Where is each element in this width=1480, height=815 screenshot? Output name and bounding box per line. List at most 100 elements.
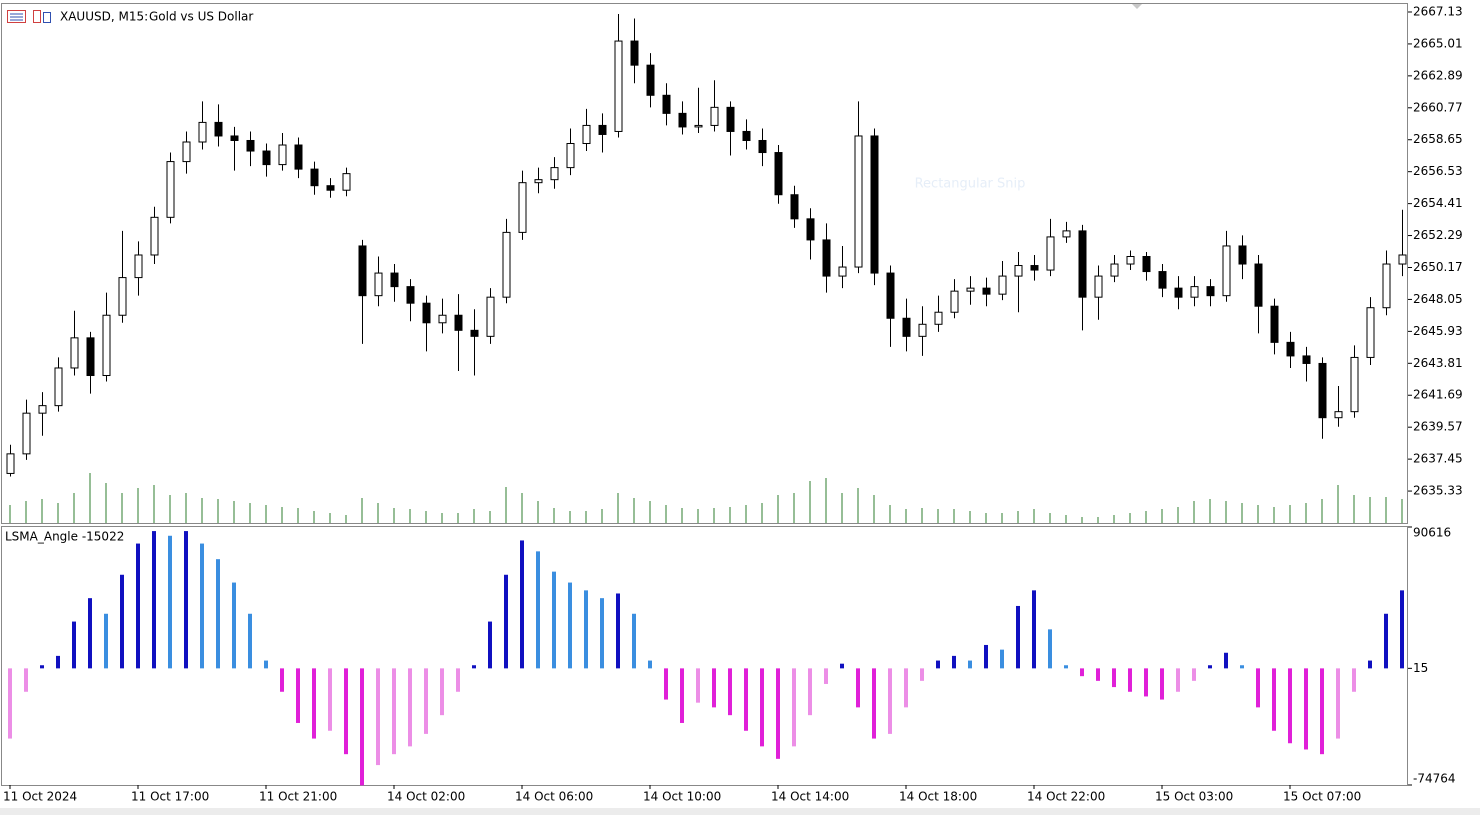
- candle-body: [934, 311, 943, 325]
- histogram-bar: [1032, 590, 1036, 669]
- histogram-bar: [936, 660, 940, 669]
- candle-body: [118, 277, 127, 316]
- x-tick-label: 11 Oct 17:00: [131, 790, 209, 804]
- candle-body: [950, 290, 959, 313]
- histogram-bar: [840, 663, 844, 669]
- candle-body: [1366, 307, 1375, 358]
- histogram-bar: [1336, 668, 1340, 739]
- candle-body: [710, 106, 719, 126]
- histogram-bar: [776, 668, 780, 759]
- x-tick-label: 14 Oct 18:00: [899, 790, 977, 804]
- histogram-bar: [488, 621, 492, 669]
- candle-body: [1222, 245, 1231, 297]
- candle-body: [1078, 230, 1087, 298]
- candle-body: [998, 275, 1007, 295]
- histogram-bar: [40, 665, 44, 669]
- candle-body: [774, 152, 783, 196]
- histogram-bar: [24, 668, 28, 692]
- candle-body: [70, 337, 79, 369]
- histogram-bar: [1400, 590, 1404, 669]
- candle-body: [630, 40, 639, 66]
- histogram-bar: [120, 574, 124, 669]
- candle-body: [54, 367, 63, 407]
- candle-body: [278, 144, 287, 166]
- candle-body: [198, 121, 207, 143]
- histogram-bar: [728, 668, 732, 716]
- y-tick-label: 2660.77: [1413, 100, 1463, 114]
- histogram-bar: [1288, 668, 1292, 744]
- histogram-bar: [1080, 668, 1084, 677]
- histogram-bar: [1208, 665, 1212, 669]
- candle-body: [1270, 305, 1279, 343]
- shift-marker: [1132, 4, 1142, 9]
- candle-body: [1254, 263, 1263, 307]
- histogram-bar: [152, 531, 156, 669]
- histogram-bar: [408, 668, 412, 747]
- candle-body: [102, 314, 111, 377]
- candle-body: [886, 272, 895, 319]
- histogram-bar: [1176, 668, 1180, 692]
- candle-body: [582, 124, 591, 145]
- y-tick-label: 2658.65: [1413, 132, 1463, 146]
- histogram-bar: [1256, 668, 1260, 708]
- histogram-bar: [584, 590, 588, 669]
- y-tick-label: 2637.45: [1413, 452, 1463, 466]
- histogram-bar: [392, 668, 396, 755]
- histogram-bar: [232, 582, 236, 669]
- candle-body: [806, 218, 815, 241]
- histogram-bar: [136, 543, 140, 669]
- histogram-bar: [56, 655, 60, 669]
- menu-icon[interactable]: [7, 10, 26, 23]
- candle-body: [1206, 286, 1215, 297]
- candle-body: [470, 329, 479, 337]
- histogram-bar: [72, 621, 76, 669]
- candle-body: [742, 130, 751, 141]
- y-tick-label: 2652.29: [1413, 228, 1463, 242]
- histogram-bar: [760, 668, 764, 747]
- candle-body: [22, 412, 31, 455]
- x-tick-label: 14 Oct 22:00: [1027, 790, 1105, 804]
- x-tick-label: 11 Oct 2024: [3, 790, 77, 804]
- histogram-bar: [264, 660, 268, 669]
- histogram-bar: [1064, 665, 1068, 669]
- histogram-bar: [1224, 652, 1228, 669]
- histogram-bar: [248, 613, 252, 669]
- histogram-bar: [888, 668, 892, 734]
- candle-body: [1094, 275, 1103, 298]
- candle-body: [1030, 265, 1039, 271]
- candle-body: [1126, 255, 1135, 265]
- y-tick-label: -74764: [1413, 772, 1456, 786]
- histogram-bar: [792, 668, 796, 747]
- y-tick-label: 2645.93: [1413, 324, 1463, 338]
- candle-body: [310, 168, 319, 187]
- candle-body: [406, 286, 415, 304]
- main-pane-border: [1, 3, 1408, 524]
- candle-body: [246, 139, 255, 152]
- histogram-bar: [1112, 668, 1116, 688]
- histogram-bar: [1144, 668, 1148, 697]
- histogram-bar: [1384, 613, 1388, 669]
- candle-body: [6, 453, 15, 474]
- histogram-bar: [824, 668, 828, 684]
- histogram-bar: [536, 551, 540, 669]
- chart-type-icon[interactable]: [33, 10, 51, 23]
- candle-body: [694, 124, 703, 128]
- histogram-bar: [440, 668, 444, 716]
- histogram-bar: [632, 613, 636, 669]
- status-strip: [0, 808, 1480, 815]
- candle-body: [614, 40, 623, 132]
- histogram-bar: [1160, 668, 1164, 700]
- candle-body: [86, 337, 95, 377]
- histogram-bar: [1016, 605, 1020, 669]
- histogram-bar: [664, 668, 668, 700]
- candle-body: [182, 141, 191, 163]
- candle-body: [822, 239, 831, 277]
- candle-body: [534, 179, 543, 184]
- histogram-bar: [648, 660, 652, 669]
- histogram-bar: [8, 668, 12, 739]
- histogram-bar: [1272, 668, 1276, 731]
- histogram-bar: [424, 668, 428, 734]
- histogram-bar: [520, 540, 524, 669]
